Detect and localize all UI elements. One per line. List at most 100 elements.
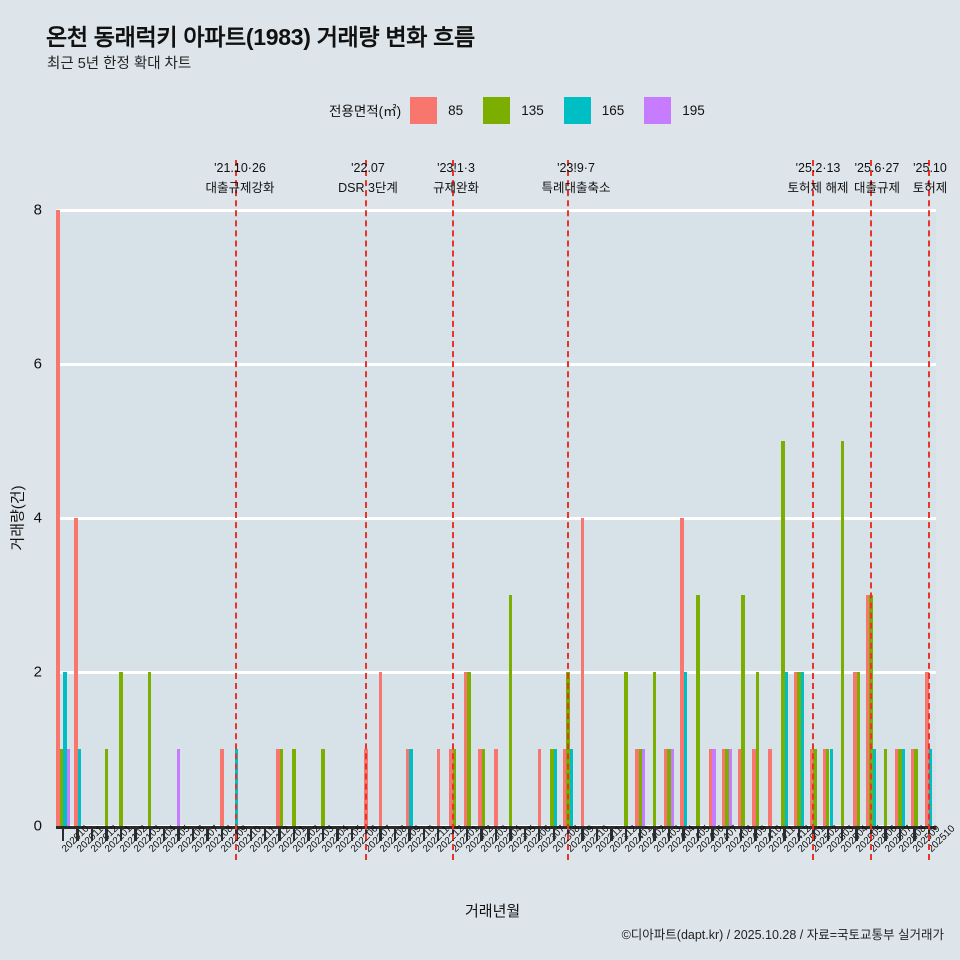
- bar: [481, 749, 485, 826]
- x-tick: [898, 829, 902, 841]
- bar: [641, 749, 646, 826]
- x-tick: [768, 829, 772, 841]
- y-tick-label: 2: [33, 663, 42, 681]
- event-line: [927, 160, 930, 860]
- bar: [321, 749, 325, 826]
- event-label: '21.10·26 대출규제강화: [205, 158, 274, 198]
- bar: [463, 672, 468, 826]
- bar: [894, 749, 899, 826]
- bar: [728, 749, 732, 826]
- x-tick: [76, 829, 79, 841]
- legend: 전용면적(㎡) 85 135 165 195: [329, 95, 725, 125]
- x-tick: [307, 829, 310, 841]
- x-axis-title: 거래년월: [465, 903, 521, 920]
- bar: [63, 672, 67, 826]
- event-line: [812, 160, 815, 860]
- bar: [809, 749, 814, 826]
- bar: [664, 749, 668, 826]
- x-tick: [278, 829, 281, 841]
- x-tick: [509, 829, 512, 841]
- bar: [813, 749, 817, 826]
- bar: [872, 749, 877, 826]
- bar: [696, 595, 700, 826]
- x-tick: [538, 829, 541, 841]
- x-tick: [220, 829, 224, 841]
- bar: [829, 749, 833, 826]
- event-date: '23!1·3: [437, 161, 475, 175]
- x-tick: [437, 829, 440, 841]
- x-tick: [321, 829, 325, 841]
- bar: [569, 749, 574, 826]
- bar: [56, 210, 60, 826]
- x-tick: [465, 829, 469, 841]
- x-tick: [639, 829, 642, 841]
- event-line: [869, 160, 872, 860]
- x-tick: [826, 829, 829, 841]
- legend-title: 전용면적(㎡): [329, 104, 402, 119]
- bar: [378, 672, 383, 826]
- bar: [449, 749, 453, 826]
- x-tick: [783, 829, 786, 841]
- legend-item-85[interactable]: 85: [410, 96, 474, 124]
- event-label: '22.07 DSR 3단계: [338, 158, 398, 198]
- bar: [928, 749, 933, 826]
- legend-item-165[interactable]: 165: [563, 96, 636, 124]
- bar: [683, 672, 687, 826]
- legend-label: 195: [682, 102, 705, 118]
- bar: [220, 749, 224, 826]
- x-tick: [119, 829, 123, 841]
- x-tick: [552, 829, 555, 841]
- legend-swatch-icon: [644, 96, 672, 124]
- event-date: '25.6·27: [854, 161, 900, 175]
- event-line: [451, 160, 454, 860]
- x-tick: [350, 829, 353, 841]
- bar: [537, 749, 541, 826]
- event-text: DSR 3단계: [338, 181, 398, 195]
- bar: [768, 749, 772, 826]
- event-date: '25.2·13: [795, 161, 841, 175]
- bar: [436, 749, 440, 826]
- x-tick: [523, 829, 527, 841]
- page-subtitle: 최근 5년 한정 확대 차트: [47, 56, 192, 72]
- bar: [826, 749, 830, 826]
- event-label: '25.10 토허제: [913, 158, 948, 198]
- x-tick: [191, 829, 195, 841]
- x-tick: [90, 829, 94, 841]
- bar: [708, 749, 713, 826]
- legend-label: 135: [521, 102, 544, 118]
- bar: [508, 595, 513, 826]
- legend-item-195[interactable]: 195: [644, 96, 716, 124]
- event-label: '25.2·13 토허제 해제: [788, 158, 849, 198]
- bar: [176, 749, 181, 826]
- gridline: [56, 362, 936, 366]
- x-tick: [610, 829, 613, 841]
- x-tick: [480, 829, 483, 841]
- x-tick: [148, 829, 151, 841]
- bar: [781, 441, 785, 826]
- bar: [737, 749, 742, 826]
- bar: [752, 749, 756, 826]
- x-tick: [336, 829, 339, 841]
- x-tick: [653, 829, 656, 841]
- bar: [119, 672, 123, 826]
- bar: [784, 672, 788, 826]
- x-tick: [682, 829, 685, 841]
- event-date: '25.10: [913, 161, 947, 175]
- x-tick: [292, 829, 296, 841]
- y-tick-label: 6: [33, 355, 42, 373]
- y-tick-label: 4: [33, 509, 42, 527]
- legend-item-135[interactable]: 135: [483, 96, 555, 124]
- bar: [279, 749, 283, 826]
- bar: [865, 595, 870, 826]
- bar: [667, 749, 671, 826]
- x-tick: [408, 829, 411, 841]
- event-label: '25.6·27 대출규제: [854, 158, 900, 198]
- event-label: '23!1·3 규제완화: [433, 158, 479, 198]
- x-tick: [855, 829, 858, 841]
- legend-label: 165: [601, 102, 625, 118]
- x-tick: [422, 829, 426, 841]
- bar: [856, 672, 861, 826]
- bar: [910, 749, 915, 826]
- legend-label: 85: [448, 102, 464, 118]
- bar: [494, 749, 498, 826]
